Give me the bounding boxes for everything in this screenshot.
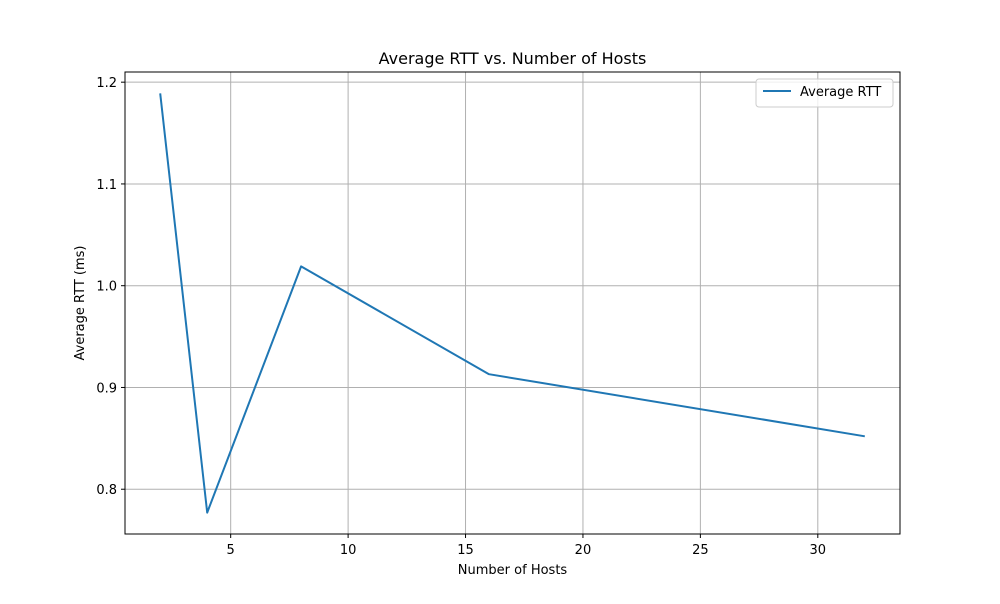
y-tick-label: 1.1 <box>96 178 117 193</box>
x-tick-label: 20 <box>575 543 592 558</box>
x-tick-label: 10 <box>340 543 357 558</box>
y-tick-label: 1.2 <box>96 76 117 91</box>
y-tick-label: 1.0 <box>96 280 117 295</box>
x-tick-label: 15 <box>457 543 474 558</box>
legend: Average RTT <box>756 79 893 107</box>
y-tick-label: 0.8 <box>96 483 117 498</box>
y-tick-label: 0.9 <box>96 381 117 396</box>
x-tick-label: 30 <box>810 543 827 558</box>
x-tick-label: 5 <box>227 543 235 558</box>
legend-label-average-rtt: Average RTT <box>800 85 881 100</box>
x-axis-label: Number of Hosts <box>458 563 568 578</box>
y-axis-label: Average RTT (ms) <box>73 246 88 361</box>
chart-title: Average RTT vs. Number of Hosts <box>379 49 647 68</box>
x-tick-label: 25 <box>692 543 709 558</box>
